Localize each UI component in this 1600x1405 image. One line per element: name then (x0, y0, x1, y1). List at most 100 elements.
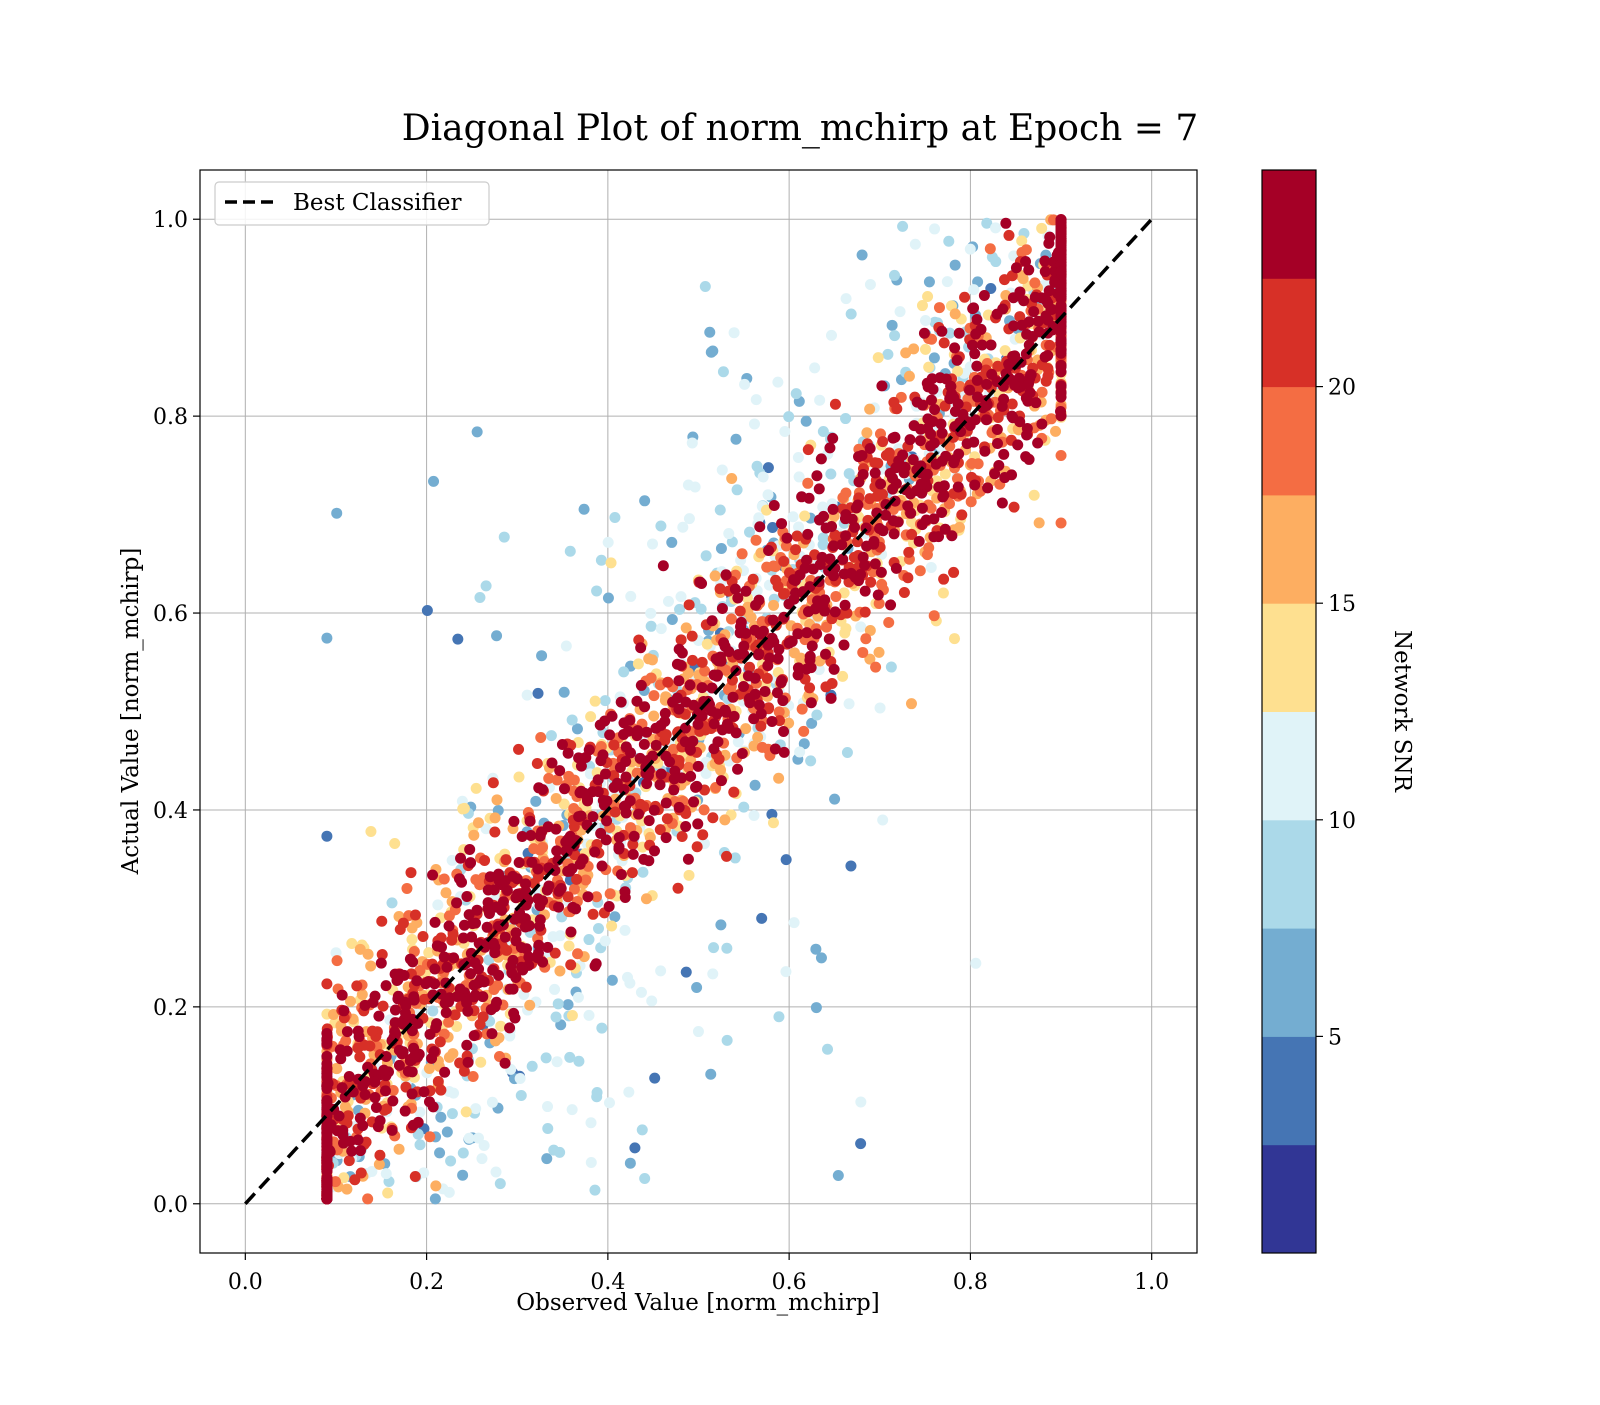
scatter-point (1007, 412, 1019, 424)
scatter-point (625, 747, 637, 759)
scatter-point (438, 873, 450, 885)
scatter-point (496, 879, 508, 891)
scatter-point (859, 585, 871, 597)
scatter-point (334, 1044, 346, 1056)
scatter-point (620, 771, 632, 783)
scatter-point (816, 551, 828, 563)
scatter-point (939, 468, 951, 480)
scatter-point (1008, 320, 1020, 332)
scatter-point (773, 1011, 785, 1023)
scatter-point (1055, 517, 1067, 529)
scatter-point (470, 1103, 482, 1115)
scatter-point (750, 534, 762, 546)
scatter-point (762, 462, 774, 474)
scatter-point (683, 513, 695, 525)
scatter-point (817, 425, 829, 437)
scatter-point (837, 553, 849, 565)
scatter-point (429, 916, 441, 928)
scatter-point (904, 434, 916, 446)
scatter-point (682, 479, 694, 491)
scatter-point (717, 366, 729, 378)
scatter-point (405, 867, 417, 879)
scatter-point (504, 1022, 516, 1034)
scatter-point (443, 1085, 455, 1097)
scatter-point (861, 427, 873, 439)
scatter-point (362, 1193, 374, 1205)
scatter-point (564, 1051, 576, 1063)
scatter-point (887, 472, 899, 484)
scatter-point (915, 478, 927, 490)
scatter-point (716, 724, 728, 736)
scatter-point (696, 656, 708, 668)
colorbar-segment (1262, 1144, 1316, 1254)
scatter-point (324, 1145, 336, 1157)
scatter-point (907, 454, 919, 466)
scatter-point (354, 1051, 366, 1063)
scatter-point (487, 777, 499, 789)
x-axis-label: Observed Value [norm_mchirp] (516, 1290, 879, 1316)
scatter-point (491, 630, 503, 642)
scatter-point (418, 993, 430, 1005)
scatter-point (796, 491, 808, 503)
scatter-point (902, 500, 914, 512)
scatter-point (615, 868, 627, 880)
scatter-point (671, 658, 683, 670)
scatter-point (452, 633, 464, 645)
scatter-point (554, 765, 566, 777)
scatter-point (418, 1167, 430, 1179)
scatter-point (941, 276, 953, 288)
scatter-point (434, 1036, 446, 1048)
scatter-point (929, 403, 941, 415)
scatter-point (654, 779, 666, 791)
scatter-point (638, 738, 650, 750)
scatter-point (466, 931, 478, 943)
scatter-point (969, 348, 981, 360)
scatter-point (486, 1028, 498, 1040)
scatter-point (645, 672, 657, 684)
scatter-point (613, 831, 625, 843)
scatter-point (992, 438, 1004, 450)
scatter-point (440, 887, 452, 899)
scatter-point (673, 801, 685, 813)
scatter-point (411, 975, 423, 987)
scatter-point (406, 922, 418, 934)
scatter-point (845, 308, 857, 320)
scatter-point (480, 580, 492, 592)
scatter-point (968, 436, 980, 448)
scatter-point (457, 803, 469, 815)
scatter-point (856, 449, 868, 461)
scatter-point (882, 348, 894, 360)
scatter-point (937, 491, 949, 503)
scatter-point (428, 1045, 440, 1057)
scatter-point (524, 999, 536, 1011)
scatter-point (918, 327, 930, 339)
scatter-point (1042, 363, 1054, 375)
scatter-point (898, 586, 910, 598)
scatter-point (943, 235, 955, 247)
scatter-point (948, 457, 960, 469)
colorbar-segment (1262, 819, 1316, 929)
scatter-point (755, 720, 767, 732)
scatter-point (417, 930, 429, 942)
scatter-point (376, 949, 388, 961)
scatter-point (723, 528, 735, 540)
scatter-point (677, 521, 689, 533)
scatter-point (794, 746, 806, 758)
scatter-point (449, 1009, 461, 1021)
scatter-point (982, 482, 994, 494)
scatter-point (684, 744, 696, 756)
y-tick-label: 0.8 (153, 405, 188, 430)
scatter-point (622, 971, 634, 983)
scatter-point (490, 1166, 502, 1178)
scatter-point (321, 1163, 333, 1175)
scatter-point (754, 521, 766, 533)
scatter-point (776, 675, 788, 687)
scatter-point (551, 845, 563, 857)
scatter-point (949, 633, 961, 645)
scatter-point (343, 1155, 355, 1167)
scatter-point (772, 376, 784, 388)
scatter-point (766, 808, 778, 820)
scatter-point (434, 1147, 446, 1159)
scatter-point (692, 718, 704, 730)
scatter-point (705, 346, 717, 358)
